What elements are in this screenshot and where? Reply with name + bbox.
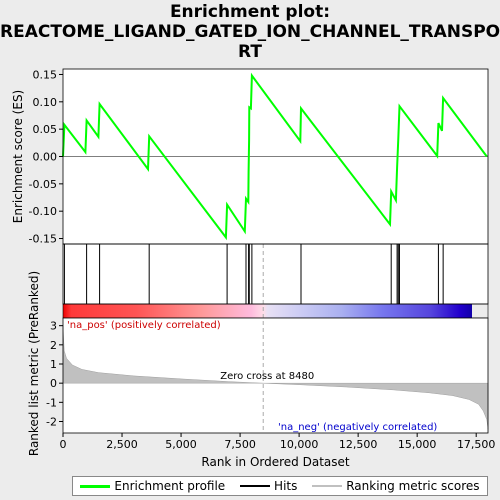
metric-ytick-label-5: 3 [50,320,57,333]
legend-label-enrichment-profile: Enrichment profile [114,479,226,493]
metric-ytick-label-3: 1 [50,358,57,371]
hits-plot-area [63,244,488,304]
metric-ytick-label-1: -1 [46,396,57,409]
chart-title: Enrichment plot: REACTOME_LIGAND_GATED_I… [0,2,500,62]
xtick-label-1: 2,500 [106,438,138,451]
es-ytick-label-0: -0.15 [29,233,57,246]
legend-label-hits: Hits [274,479,298,493]
legend-item-hits: Hits [240,479,297,493]
legend-label-ranking-metric: Ranking metric scores [346,479,480,493]
xtick-label-0: 0 [60,438,67,451]
metric-y-axis-title: Ranked list metric (PreRanked) [27,271,41,456]
xtick-label-3: 7,500 [224,438,256,451]
pos-correlated-label: 'na_pos' (positively correlated) [67,320,221,331]
enrichment-profile-line [62,72,488,241]
neg-correlated-label: 'na_neg' (negatively correlated) [278,422,437,433]
metric-panel-border [62,317,489,434]
title-line-2: REACTOME_LIGAND_GATED_ION_CHANNEL_TRANSP… [0,22,500,42]
legend: Enrichment profile Hits Ranking metric s… [72,476,488,496]
xtick-label-4: 10,000 [280,438,319,451]
metric-plot-area [63,318,488,433]
title-line-1: Enrichment plot: [169,2,331,22]
es-ytick-label-2: -0.05 [29,178,57,191]
xtick-label-2: 5,000 [165,438,197,451]
metric-ytick-label-2: 0 [50,377,57,390]
hits-panel [63,244,488,304]
hits-panel-border [62,243,489,305]
metric-ytick-label-0: -2 [46,416,57,429]
legend-item-ranking-metric: Ranking metric scores [312,479,480,493]
es-ytick-label-6: 0.15 [33,68,58,81]
es-ytick-label-5: 0.10 [33,96,58,109]
xtick-label-5: 12,500 [339,438,378,451]
rank-color-gradient [63,304,472,318]
xtick-label-7: 17,500 [457,438,496,451]
es-panel [62,69,488,244]
es-ytick-label-4: 0.05 [33,123,58,136]
legend-swatch-enrichment-profile [80,484,111,488]
es-ytick-label-3: 0.00 [33,151,58,164]
legend-swatch-ranking-metric [312,485,343,487]
legend-item-enrichment-profile: Enrichment profile [80,479,225,493]
axes: -0.15 -0.10 -0.05 0.00 0.05 0.10 0.15 -2 -1 0 1 2 3 0… [11,68,495,469]
title-line-3: RT [238,42,262,62]
metric-ytick-label-4: 2 [50,339,57,352]
zero-cross-label: Zero cross at 8480 [220,371,314,382]
es-ytick-label-1: -0.10 [29,205,57,218]
ranked-metric-panel: Zero cross at 8480 'na_pos' (positively c… [62,244,489,433]
xtick-label-6: 15,000 [398,438,437,451]
es-y-axis-title: Enrichment score (ES) [11,90,25,223]
x-axis-title: Rank in Ordered Dataset [201,455,349,469]
ranking-metric-area [62,325,489,430]
legend-swatch-hits [240,485,271,487]
rank-color-bar [62,303,489,319]
